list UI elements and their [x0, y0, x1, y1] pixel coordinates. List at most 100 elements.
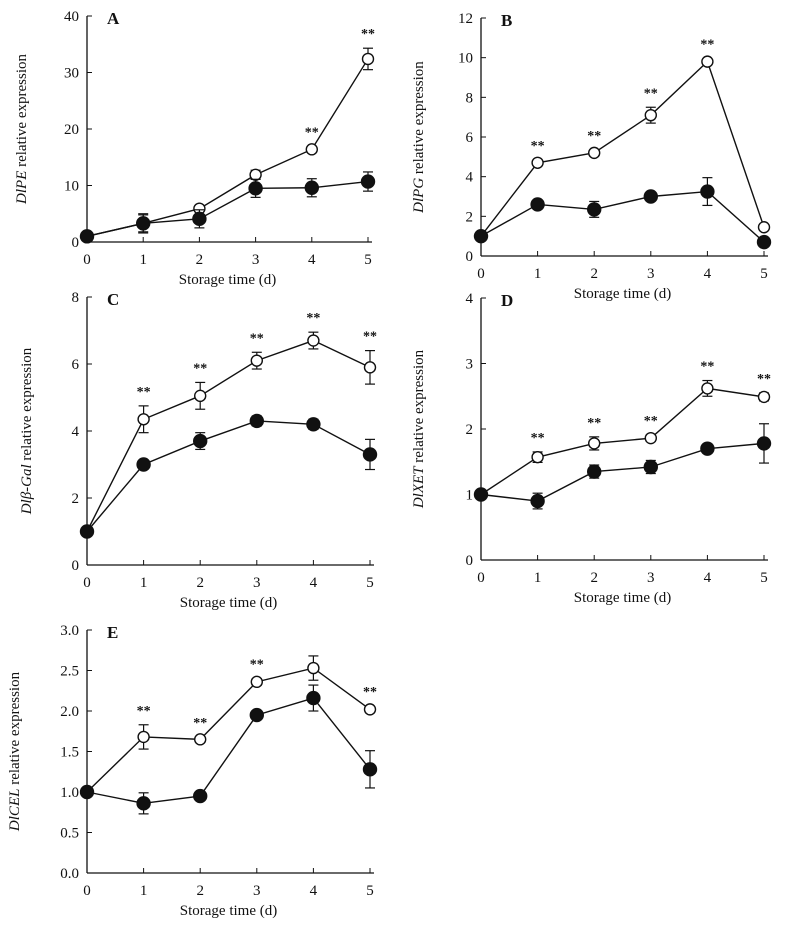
significance-marker: ** [137, 704, 151, 719]
y-tick-label: 0.5 [60, 826, 79, 842]
data-point-filled [700, 441, 715, 456]
series-line-filled [86, 420, 371, 532]
y-tick-label: 0 [466, 553, 474, 569]
data-point-filled [192, 211, 207, 227]
series-line-open [480, 60, 765, 237]
data-point-filled [192, 788, 208, 804]
y-tick-label: 0 [466, 249, 474, 265]
significance-marker: ** [193, 716, 207, 731]
data-point-open [363, 703, 377, 716]
data-point-filled [700, 184, 715, 199]
data-point-open [137, 730, 150, 744]
x-tick-label: 2 [590, 266, 598, 282]
y-axis-gene: DlPG [411, 178, 427, 214]
y-tick-label: 1.5 [60, 745, 79, 761]
panel-e: 0.0 0.5 1.0 1.5 2.0 2.5 3.0 0 1 2 3 4 5 Storage time … [7, 623, 378, 919]
panel-label: D [501, 291, 513, 310]
y-tick-label: 6 [72, 357, 80, 373]
significance-marker: ** [363, 685, 377, 700]
data-point-filled [587, 464, 602, 479]
data-point-filled [643, 189, 658, 204]
significance-marker: ** [363, 330, 377, 345]
series-line-open [480, 387, 765, 496]
data-point-filled [473, 228, 489, 244]
y-tick-label: 0 [72, 558, 80, 574]
series-line-open [86, 58, 369, 238]
data-point-filled [249, 413, 264, 429]
significance-marker: ** [644, 414, 658, 429]
y-tick-label: 1 [466, 488, 474, 504]
significance-marker: ** [700, 360, 714, 375]
y-tick-label: 0 [72, 235, 80, 251]
data-point-filled [756, 234, 772, 250]
y-tick-label: 8 [72, 290, 80, 306]
data-point-filled [306, 417, 321, 432]
y-tick-label: 4 [466, 170, 474, 186]
y-tick-label: 10 [64, 179, 79, 195]
series-line-filled [86, 697, 371, 805]
y-axis-label: DlCEL relative expression [7, 671, 23, 832]
x-tick-label: 3 [253, 575, 261, 591]
x-tick-label: 1 [139, 252, 147, 268]
x-tick-label: 4 [310, 883, 318, 899]
x-tick-label: 2 [196, 883, 204, 899]
y-axis-label: DlPG relative expression [411, 61, 427, 214]
y-tick-label: 2 [466, 209, 474, 225]
data-point-filled [473, 487, 489, 502]
data-point-open [193, 389, 207, 403]
data-point-filled [135, 216, 151, 231]
y-tick-label: 30 [64, 66, 79, 82]
x-axis-label: Storage time (d) [180, 903, 277, 919]
data-point-filled [304, 180, 319, 195]
significance-marker: ** [757, 372, 771, 387]
x-tick-label: 0 [83, 575, 91, 591]
x-axis-label: Storage time (d) [574, 286, 671, 302]
panel-d: 0 1 2 3 4 0 1 2 3 4 5 Storage time (d) DlXET relativ… [411, 291, 772, 606]
y-axis-label: DlXET relative expression [411, 349, 427, 509]
significance-marker: ** [700, 38, 714, 53]
data-point-filled [306, 690, 321, 706]
significance-marker: ** [250, 331, 264, 346]
series-line-filled [480, 442, 765, 502]
y-tick-label: 40 [64, 9, 79, 25]
data-point-open [307, 661, 320, 675]
x-tick-label: 1 [140, 883, 148, 899]
data-point-open [644, 108, 657, 122]
x-tick-label: 1 [140, 575, 148, 591]
x-tick-label: 3 [647, 570, 655, 586]
x-tick-label: 3 [252, 252, 260, 268]
y-axis-label-rest: relative expression [19, 347, 35, 464]
data-point-filled [136, 796, 151, 811]
significance-marker: ** [587, 416, 601, 431]
data-point-open [137, 413, 150, 426]
x-tick-label: 1 [534, 570, 542, 586]
data-point-filled [248, 181, 263, 196]
x-tick-label: 5 [364, 252, 372, 268]
panel-c: 0 2 4 6 8 0 1 2 3 4 5 Storage time (d) Dlβ-Gal relat… [19, 290, 378, 611]
data-point-open [757, 390, 771, 404]
y-tick-label: 2 [72, 491, 80, 507]
y-tick-label: 2 [466, 422, 474, 438]
panel-label: C [107, 290, 119, 309]
x-tick-label: 4 [704, 266, 712, 282]
x-tick-label: 5 [366, 883, 374, 899]
data-point-filled [360, 174, 376, 189]
x-tick-label: 5 [760, 570, 768, 586]
data-point-open [307, 334, 320, 347]
x-tick-label: 0 [477, 570, 485, 586]
data-point-filled [362, 762, 378, 777]
significance-marker: ** [306, 311, 320, 326]
y-axis-gene: Dlβ-Gal [19, 464, 35, 515]
x-axis-label: Storage time (d) [180, 595, 277, 611]
series-line-filled [480, 190, 765, 243]
panel-a: 0 10 20 30 40 0 1 2 3 4 5 Storage time (d) DlPE rela… [14, 9, 376, 288]
y-axis-label: DlPE relative expression [14, 54, 30, 205]
y-axis-gene: DlXET [411, 465, 427, 509]
x-tick-label: 5 [366, 575, 374, 591]
y-tick-label: 10 [458, 51, 473, 67]
x-tick-label: 2 [196, 575, 204, 591]
data-point-filled [79, 524, 95, 539]
panel-label: B [501, 11, 512, 30]
y-tick-label: 3 [466, 357, 474, 373]
data-point-open [250, 675, 263, 689]
